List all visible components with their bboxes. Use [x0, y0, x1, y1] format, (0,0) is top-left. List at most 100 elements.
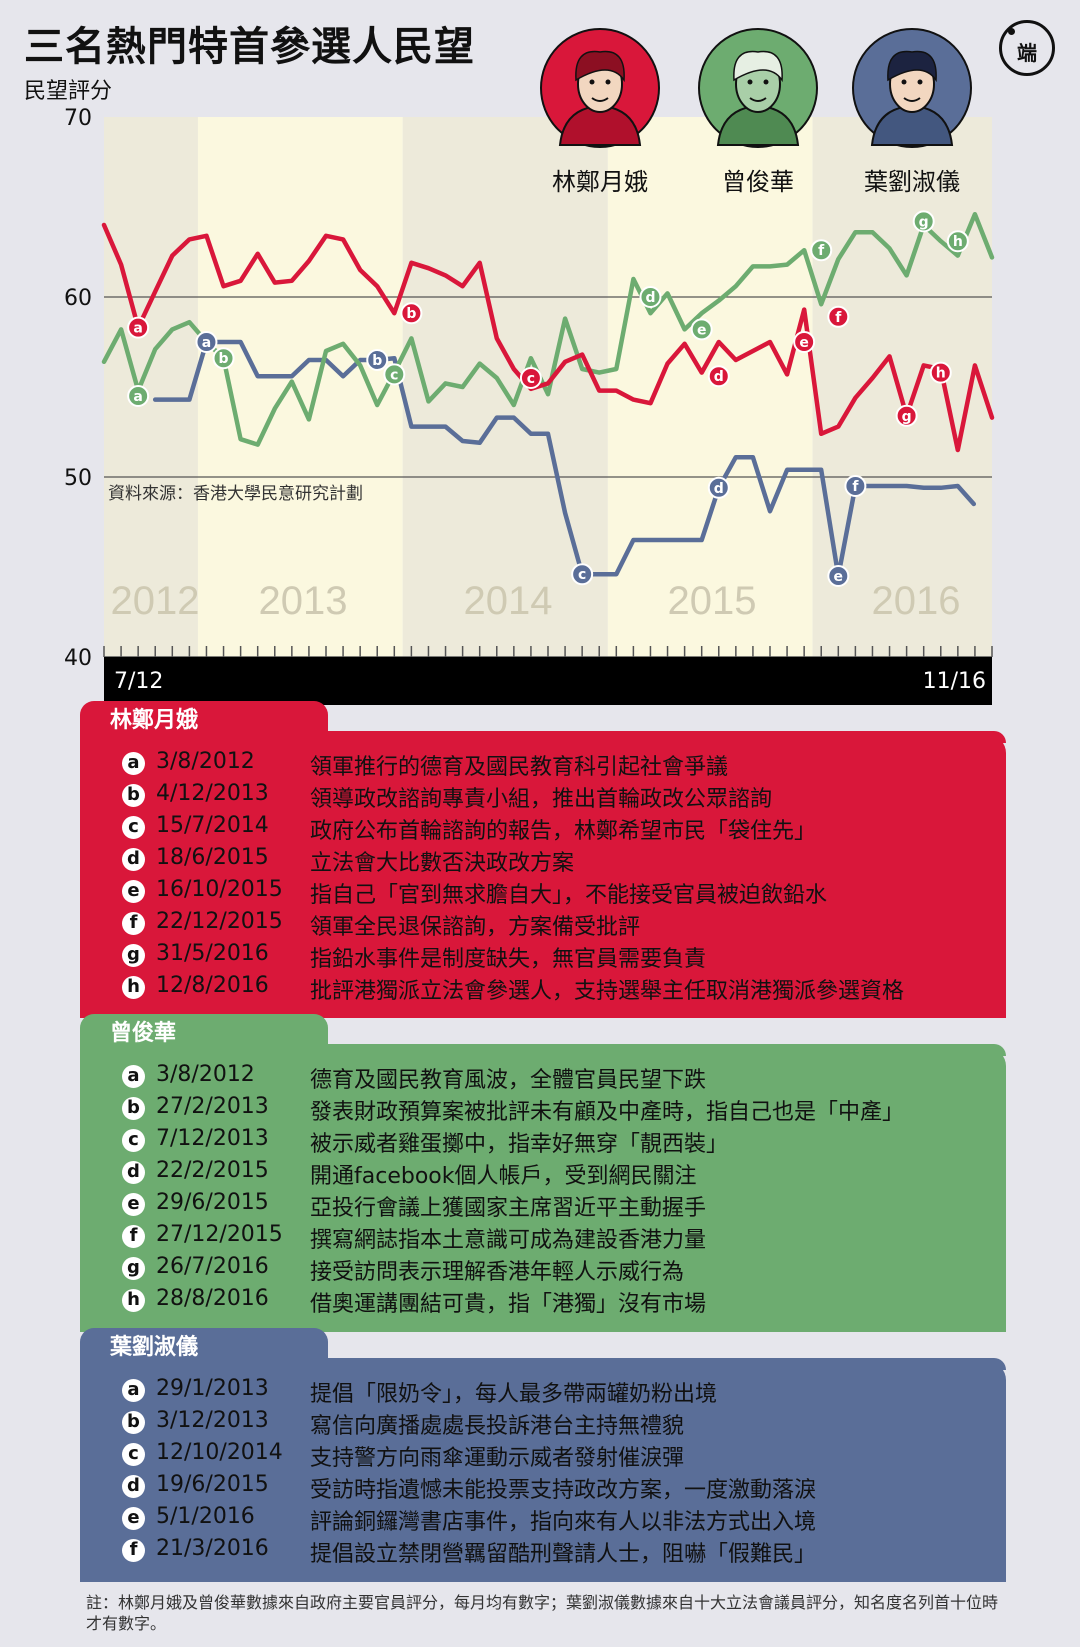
event-marker-label: b	[372, 353, 382, 369]
event-text: 被示威者雞蛋擲中，指幸好無穿「靚西裝」	[310, 1132, 729, 1157]
event-key-badge: e	[122, 1193, 145, 1216]
portrait-hair	[733, 50, 783, 83]
event-key-badge: h	[122, 1289, 145, 1312]
event-text: 德育及國民教育風波，全體官員民望下跌	[310, 1068, 707, 1093]
event-key-badge: d	[122, 1475, 145, 1498]
event-marker	[690, 318, 713, 341]
event-text: 評論銅鑼灣書店事件，指向來有人以非法方式出入境	[310, 1510, 817, 1535]
event-text: 領導政改諮詢專責小組，推出首輪政改公眾諮詢	[310, 787, 773, 812]
event-date: 22/12/2015	[156, 909, 283, 934]
event-date: 12/8/2016	[156, 973, 269, 998]
event-marker-label: f	[818, 243, 825, 259]
events-panel-edge	[80, 731, 1006, 743]
year-band	[104, 117, 198, 657]
event-date: 28/8/2016	[156, 1286, 269, 1311]
event-text: 撰寫網誌指本土意識可成為建設香港力量	[310, 1228, 707, 1253]
event-marker-label: a	[202, 335, 211, 351]
event-key-badge: f	[122, 912, 145, 935]
portrait-eye	[605, 79, 611, 85]
event-text: 領軍全民退保諮詢，方案備受批評	[310, 915, 641, 940]
event-key-badge: b	[122, 1411, 145, 1434]
event-marker	[912, 210, 935, 233]
event-text: 提倡「限奶令」，每人最多帶兩罐奶粉出境	[310, 1382, 718, 1407]
event-key-badge: e	[122, 1507, 145, 1530]
event-text: 開通facebook個人帳戶，受到網民關注	[310, 1164, 697, 1189]
year-label: 2013	[259, 579, 348, 623]
event-text: 立法會大比數否決政改方案	[310, 851, 575, 876]
x-axis-bar	[104, 657, 992, 705]
event-key-badge: b	[122, 1097, 145, 1120]
legend-label-ip: 葉劉淑儀	[864, 168, 960, 196]
event-key-badge: a	[122, 1065, 145, 1088]
event-text: 借奧運講團結可貴，指「港獨」沒有市場	[310, 1292, 707, 1317]
x-start-label: 7/12	[114, 669, 163, 694]
event-date: 19/6/2015	[156, 1472, 269, 1497]
event-marker	[519, 367, 542, 389]
event-marker	[195, 331, 218, 353]
series-line-carrie	[101, 222, 995, 453]
x-end-label: 11/16	[923, 669, 986, 694]
carrie-portrait	[540, 28, 660, 148]
event-text: 指自己「官到無求膽自大」，不能接受官員被迫飲鉛水	[310, 883, 828, 908]
event-marker	[127, 385, 150, 407]
portrait-eye	[589, 79, 595, 85]
y-tick-label: 70	[64, 106, 92, 131]
events-panel-edge	[80, 1358, 1006, 1370]
event-text: 支持警方向雨傘運動示威者發射催淚彈	[310, 1446, 685, 1471]
event-key-badge: f	[122, 1539, 145, 1562]
event-marker	[827, 305, 850, 328]
event-marker-label: e	[697, 322, 707, 338]
ip-portrait	[852, 28, 972, 148]
event-marker-label: a	[133, 389, 142, 405]
event-date: 31/5/2016	[156, 941, 269, 966]
event-date: 29/6/2015	[156, 1190, 269, 1215]
event-text: 指鉛水事件是制度缺失，無官員需要負責	[310, 947, 707, 972]
event-marker	[707, 476, 730, 499]
event-date: 27/2/2013	[156, 1094, 269, 1119]
event-marker	[639, 286, 662, 308]
event-date: 3/8/2012	[156, 1062, 255, 1087]
year-band	[607, 117, 813, 657]
portrait-eye	[901, 79, 907, 85]
event-marker	[212, 347, 235, 370]
event-text: 發表財政預算案被批評未有顧及中產時，指自己也是「中產」	[310, 1100, 905, 1125]
event-marker-label: f	[835, 310, 842, 326]
event-text: 受訪時指遺憾未能投票支持政改方案，一度激動落淚	[310, 1478, 817, 1503]
logo-text: 端	[1017, 41, 1037, 65]
portrait-mouth	[591, 97, 609, 102]
event-marker	[844, 475, 867, 497]
event-marker-label: g	[902, 409, 912, 425]
year-band	[402, 117, 608, 657]
event-marker-label: f	[852, 479, 859, 495]
portrait-mouth	[903, 97, 921, 102]
events-panel	[80, 1048, 1006, 1332]
event-date: 4/12/2013	[156, 781, 269, 806]
event-text: 接受訪問表示理解香港年輕人示威行為	[310, 1260, 685, 1285]
event-date: 16/10/2015	[156, 877, 283, 902]
event-marker-label: d	[714, 369, 724, 385]
event-key-badge: d	[122, 848, 145, 871]
series-line-tsang	[101, 211, 995, 447]
event-key-badge: c	[122, 1129, 145, 1152]
portrait-eye	[763, 79, 769, 85]
event-key-badge: h	[122, 976, 145, 999]
event-marker	[810, 239, 833, 262]
event-marker-label: g	[919, 214, 929, 230]
event-marker	[366, 349, 389, 371]
tsang-portrait	[698, 28, 818, 148]
event-marker-label: d	[645, 290, 655, 306]
event-key-badge: a	[122, 1379, 145, 1402]
year-label: 2012	[111, 579, 200, 623]
event-date: 15/7/2014	[156, 813, 269, 838]
event-key-badge: b	[122, 784, 145, 807]
event-marker-label: h	[936, 366, 946, 382]
event-text: 寫信向廣播處處長投訴港台主持無禮貌	[310, 1414, 685, 1439]
event-date: 3/12/2013	[156, 1408, 269, 1433]
event-date: 27/12/2015	[156, 1222, 283, 1247]
event-marker-label: c	[390, 367, 398, 383]
event-text: 領軍推行的德育及國民教育科引起社會爭議	[310, 755, 729, 780]
portrait-eye	[747, 79, 753, 85]
y-tick-label: 40	[64, 646, 92, 671]
footnote: 註：林鄭月娥及曾俊華數據來自政府主要官員評分，每月均有數字；葉劉淑儀數據來自十大…	[86, 1593, 999, 1633]
event-marker	[127, 316, 150, 339]
